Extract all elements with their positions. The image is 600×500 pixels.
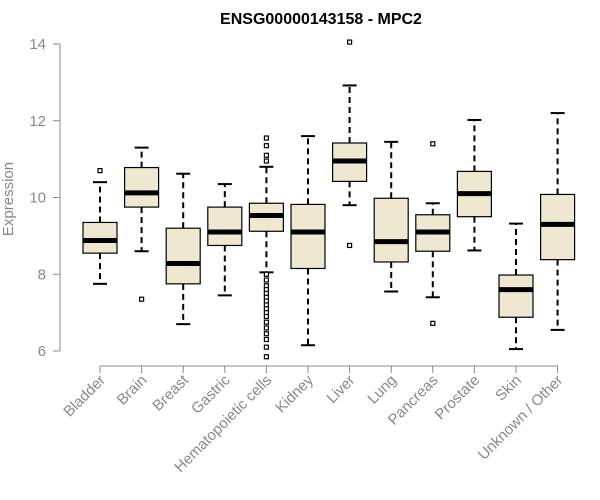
box-group xyxy=(415,141,451,326)
x-tick-label: Breast xyxy=(149,371,192,414)
outlier-point xyxy=(263,158,269,164)
outlier-point xyxy=(263,143,269,149)
outlier-point xyxy=(263,277,269,283)
box-group xyxy=(82,168,118,285)
outlier-point xyxy=(347,39,353,45)
box xyxy=(82,221,118,254)
box-group xyxy=(456,118,492,252)
box-group xyxy=(498,222,534,351)
box-group xyxy=(539,112,576,331)
outlier-point xyxy=(263,336,269,343)
outlier-point xyxy=(263,313,269,320)
y-tick-label: 10 xyxy=(29,190,46,207)
outlier-point xyxy=(263,354,269,360)
box-group xyxy=(332,39,368,249)
x-tick-label: Skin xyxy=(492,372,525,405)
box-group xyxy=(165,172,201,326)
box xyxy=(123,166,160,208)
box xyxy=(373,197,409,263)
box xyxy=(207,206,243,247)
x-tick-label: Liver xyxy=(323,372,358,407)
outlier-point xyxy=(263,325,269,331)
outlier-point xyxy=(263,152,269,158)
box xyxy=(539,193,576,261)
x-tick-label: Lung xyxy=(364,372,400,408)
x-tick-label: Kidney xyxy=(272,371,317,416)
outlier-point xyxy=(430,141,436,147)
box xyxy=(290,203,326,270)
chart-title: ENSG00000143158 - MPC2 xyxy=(220,11,422,28)
outlier-point xyxy=(430,320,436,326)
outlier-point xyxy=(347,242,353,249)
x-tick-label: Prostate xyxy=(432,372,484,424)
box-group xyxy=(290,135,326,347)
box-group xyxy=(123,146,160,302)
y-axis: 6 8 10 12 14 xyxy=(29,36,61,360)
x-tick-label: Bladder xyxy=(60,372,109,421)
outlier-point xyxy=(263,319,269,325)
y-axis-label: Expression xyxy=(0,162,17,236)
outlier-point xyxy=(263,271,269,277)
outlier-point xyxy=(97,168,103,174)
outlier-point xyxy=(263,344,269,350)
outlier-point xyxy=(139,296,145,302)
boxes-layer xyxy=(82,39,576,360)
y-tick-label: 12 xyxy=(29,113,46,130)
y-tick-label: 8 xyxy=(38,266,46,283)
y-tick-label: 6 xyxy=(38,343,46,360)
outlier-point xyxy=(263,135,269,141)
box xyxy=(498,274,534,318)
box-group xyxy=(248,135,284,360)
y-tick-label: 14 xyxy=(29,36,46,53)
box-group xyxy=(207,183,243,297)
box xyxy=(165,227,201,285)
box-group xyxy=(373,140,409,293)
outlier-point xyxy=(263,331,269,337)
x-tick-label: Brain xyxy=(114,372,151,409)
